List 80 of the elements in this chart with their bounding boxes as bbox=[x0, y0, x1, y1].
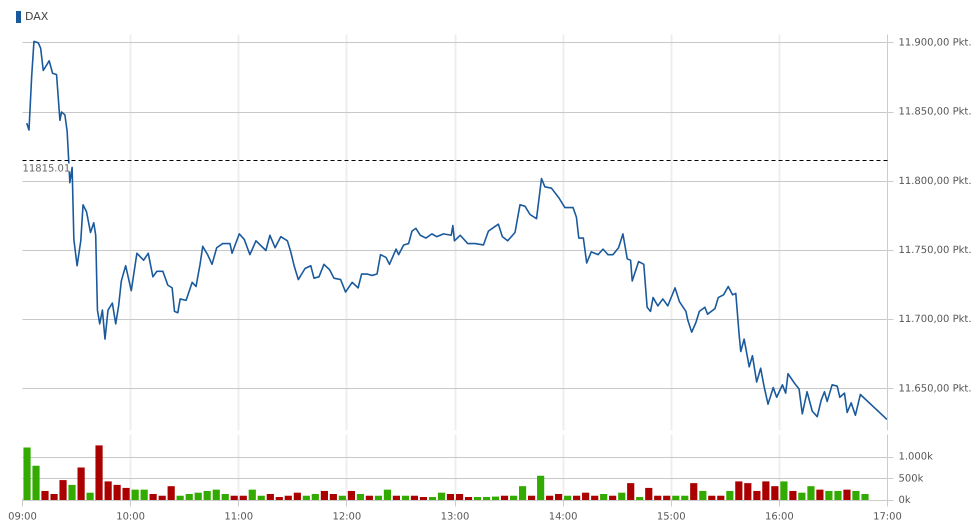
bar bbox=[636, 497, 644, 500]
bar bbox=[410, 496, 418, 500]
y-tick-label: 11.850,00 Pkt. bbox=[898, 106, 972, 118]
bar bbox=[320, 490, 328, 500]
bar bbox=[789, 490, 796, 500]
bar bbox=[150, 494, 157, 500]
bar bbox=[384, 490, 392, 500]
bar bbox=[402, 496, 410, 500]
x-tick-label: 15:00 bbox=[656, 512, 686, 522]
bar bbox=[59, 480, 67, 500]
x-tick-label: 13:00 bbox=[440, 512, 470, 522]
bar bbox=[546, 496, 554, 500]
bar bbox=[834, 490, 842, 500]
bar bbox=[564, 496, 572, 500]
bar bbox=[591, 496, 598, 500]
bar bbox=[528, 496, 536, 500]
x-tick-label: 10:00 bbox=[116, 512, 146, 522]
bar bbox=[554, 494, 562, 500]
bar bbox=[690, 483, 698, 500]
bar bbox=[50, 494, 58, 500]
bar bbox=[518, 486, 526, 500]
x-tick-label: 12:00 bbox=[332, 512, 362, 522]
y-tick-label: 11.900,00 Pkt. bbox=[898, 37, 972, 48]
bar bbox=[726, 490, 734, 500]
ref-line-label: 11815.01 bbox=[22, 163, 70, 174]
bar bbox=[699, 490, 706, 500]
bar bbox=[95, 445, 103, 500]
y-tick-label: 500k bbox=[898, 473, 924, 484]
bar bbox=[32, 466, 40, 500]
y-tick-label: 11.750,00 Pkt. bbox=[898, 245, 972, 256]
bar bbox=[500, 496, 508, 500]
bar bbox=[798, 492, 806, 500]
line-series bbox=[26, 40, 888, 420]
bar bbox=[780, 481, 788, 500]
x-tick-label: 17:00 bbox=[873, 512, 902, 522]
y-tick-label: 1.000k bbox=[898, 452, 934, 463]
y-tick-label: 11.700,00 Pkt. bbox=[898, 314, 972, 326]
bar bbox=[843, 490, 851, 500]
bar bbox=[573, 496, 580, 500]
bar bbox=[78, 468, 85, 500]
bar bbox=[338, 496, 346, 500]
x-tick-label: 09:00 bbox=[8, 512, 37, 522]
bar bbox=[438, 492, 446, 500]
bar bbox=[510, 496, 518, 500]
bar bbox=[807, 486, 815, 500]
bar bbox=[348, 490, 356, 500]
bar bbox=[446, 494, 454, 500]
bar bbox=[861, 494, 869, 500]
bar bbox=[582, 492, 590, 500]
x-tick-label: 16:00 bbox=[764, 512, 794, 522]
bar bbox=[600, 494, 608, 500]
y-tick-label: 0k bbox=[898, 495, 911, 506]
bar bbox=[618, 492, 626, 500]
bar bbox=[114, 484, 121, 500]
bar bbox=[68, 484, 76, 500]
bar bbox=[609, 496, 616, 500]
y-tick-label: 11.650,00 Pkt. bbox=[898, 383, 972, 394]
bar bbox=[537, 476, 544, 500]
bar bbox=[825, 490, 832, 500]
bar bbox=[86, 492, 94, 500]
bar bbox=[23, 448, 31, 500]
bar bbox=[852, 490, 860, 500]
bar bbox=[456, 494, 464, 500]
bar bbox=[176, 496, 184, 500]
x-tick-label: 14:00 bbox=[548, 512, 578, 522]
y-tick-label: 11.800,00 Pkt. bbox=[898, 176, 972, 187]
bar bbox=[356, 494, 364, 500]
x-tick-label: 11:00 bbox=[224, 512, 254, 522]
legend-label: DAX bbox=[25, 10, 48, 23]
bar bbox=[627, 483, 634, 500]
bar bbox=[122, 488, 130, 500]
bar bbox=[816, 490, 824, 500]
bar bbox=[104, 481, 112, 500]
bar bbox=[41, 490, 49, 500]
bar bbox=[753, 490, 760, 500]
bar bbox=[374, 496, 382, 500]
bar bbox=[392, 496, 400, 500]
bar bbox=[294, 492, 301, 500]
bar bbox=[366, 496, 373, 500]
bar bbox=[330, 494, 337, 500]
